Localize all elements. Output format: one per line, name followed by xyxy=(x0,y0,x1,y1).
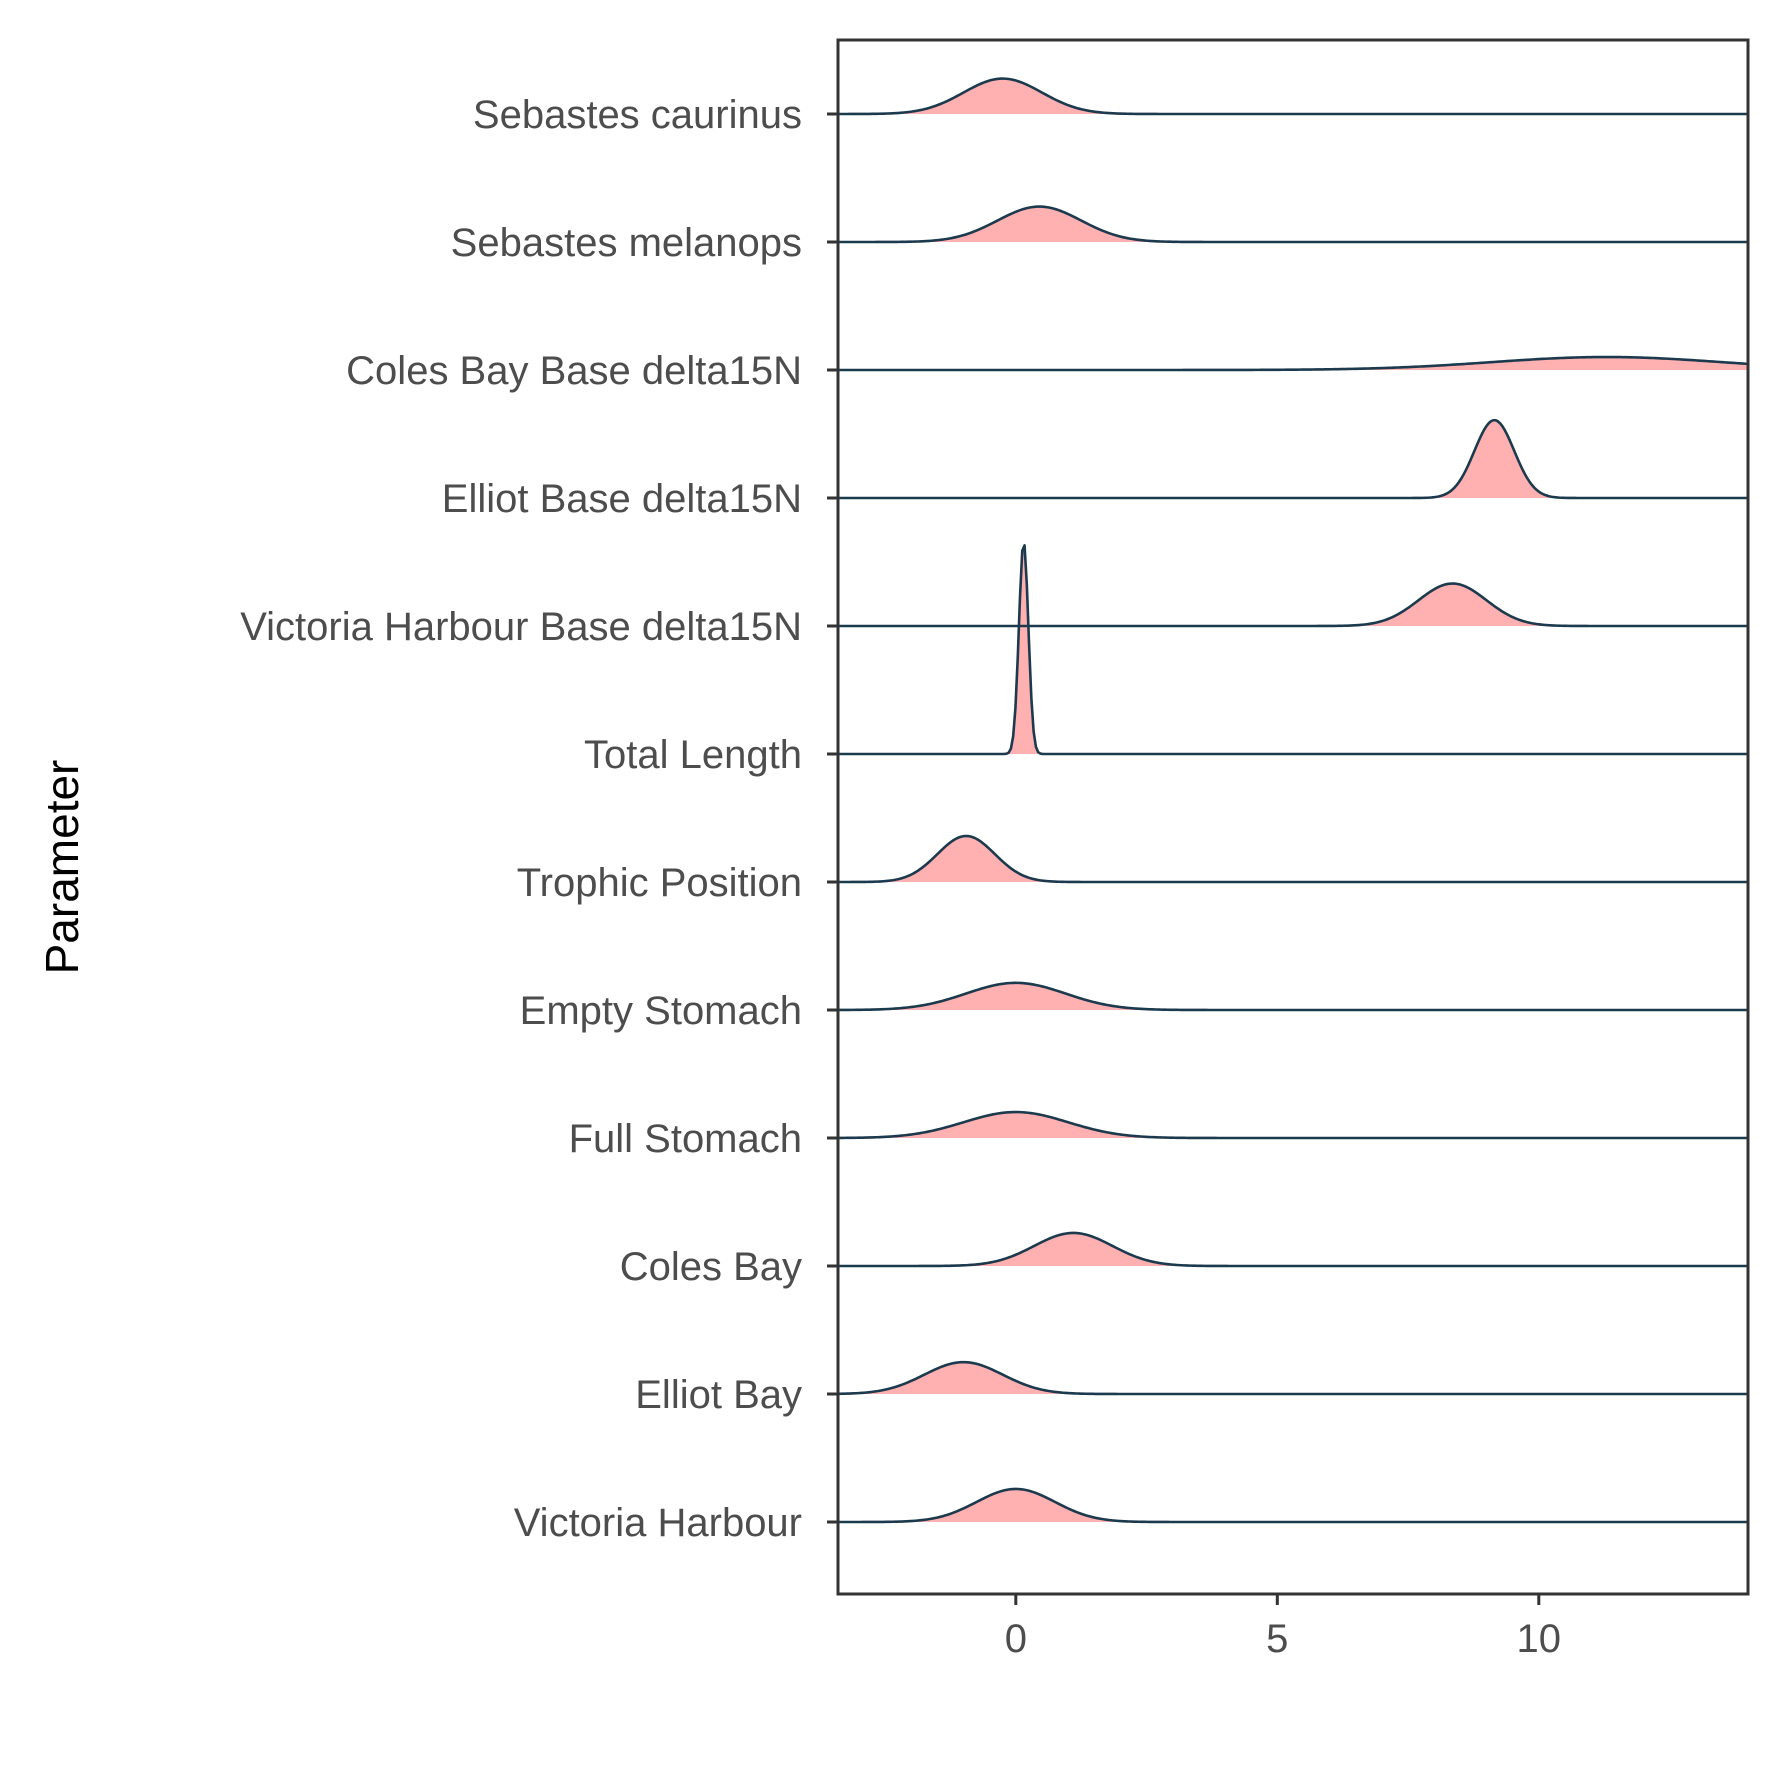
ridge-fill-full-stomach xyxy=(838,1112,1748,1138)
x-tick-label-5: 5 xyxy=(1266,1617,1288,1661)
ridge-fill-coles-bay xyxy=(838,1232,1748,1266)
y-tick-label-full-stomach: Full Stomach xyxy=(569,1117,802,1161)
ridge-line-total-length xyxy=(838,544,1748,756)
ridge-fill-total-length xyxy=(838,545,1748,754)
ridge-coles-bay xyxy=(838,1231,1748,1268)
ridge-fill-victoria-harbour-base-delta15n xyxy=(838,583,1748,626)
y-tick-label-coles-bay: Coles Bay xyxy=(620,1245,802,1289)
ridge-fill-coles-bay-base-delta15n xyxy=(838,357,1748,370)
y-tick-label-total-length: Total Length xyxy=(584,733,802,777)
ridge-fill-trophic-position xyxy=(838,835,1748,882)
y-axis-title: Parameter xyxy=(36,760,88,975)
ridge-fill-elliot-base-delta15n xyxy=(838,420,1748,498)
y-tick-label-elliot-base-delta15n: Elliot Base delta15N xyxy=(442,477,802,521)
ridge-elliot-bay xyxy=(837,1360,1748,1396)
ridge-full-stomach xyxy=(837,1110,1748,1140)
ridge-victoria-harbour-base-delta15n xyxy=(838,582,1748,628)
ridge-line-victoria-harbour-base-delta15n xyxy=(838,582,1748,628)
ridge-sebastes-melanops xyxy=(838,205,1748,244)
y-axis: Sebastes caurinus Sebastes melanops Coles … xyxy=(240,93,838,1545)
y-tick-label-victoria-harbour-base-delta15n: Victoria Harbour Base delta15N xyxy=(240,605,802,649)
ridge-sebastes-caurinus xyxy=(838,77,1748,116)
ridge-fill-elliot-bay xyxy=(838,1362,1748,1394)
ridge-trophic-position xyxy=(838,834,1748,884)
x-tick-label-0: 0 xyxy=(1005,1617,1027,1661)
ridge-fill-victoria-harbour xyxy=(838,1488,1748,1522)
ridge-total-length xyxy=(838,544,1748,756)
ridge-line-full-stomach xyxy=(837,1110,1748,1140)
y-tick-label-victoria-harbour: Victoria Harbour xyxy=(514,1501,802,1545)
ridge-fill-sebastes-melanops xyxy=(838,206,1748,242)
y-tick-label-sebastes-caurinus: Sebastes caurinus xyxy=(473,93,802,137)
plot-panel-border xyxy=(836,38,1750,1596)
ridge-fill-empty-stomach xyxy=(838,982,1748,1010)
ridge-empty-stomach xyxy=(837,981,1748,1012)
ridge-line-elliot-base-delta15n xyxy=(838,418,1748,500)
ridge-line-sebastes-caurinus xyxy=(838,77,1748,116)
ridge-fill-sebastes-caurinus xyxy=(838,78,1748,114)
y-tick-label-sebastes-melanops: Sebastes melanops xyxy=(451,221,802,265)
ridge-elliot-base-delta15n xyxy=(838,418,1748,500)
ridges-group xyxy=(837,77,1749,1524)
ridge-line-trophic-position xyxy=(838,834,1748,884)
ridge-line-victoria-harbour xyxy=(838,1487,1748,1524)
ridge-line-coles-bay xyxy=(838,1231,1748,1268)
y-tick-label-elliot-bay: Elliot Bay xyxy=(635,1373,802,1417)
ridge-line-elliot-bay xyxy=(837,1360,1748,1396)
x-axis: 0 5 10 xyxy=(1005,1594,1561,1661)
y-tick-label-coles-bay-base-delta15n: Coles Bay Base delta15N xyxy=(346,349,802,393)
ridge-line-coles-bay-base-delta15n xyxy=(838,355,1749,372)
y-tick-label-empty-stomach: Empty Stomach xyxy=(520,989,802,1033)
x-tick-label-10: 10 xyxy=(1517,1617,1562,1661)
ridge-coles-bay-base-delta15n xyxy=(838,355,1749,372)
ridge-line-empty-stomach xyxy=(837,981,1748,1012)
y-tick-label-trophic-position: Trophic Position xyxy=(517,861,802,905)
ridge-victoria-harbour xyxy=(838,1487,1748,1524)
ridge-line-sebastes-melanops xyxy=(838,205,1748,244)
